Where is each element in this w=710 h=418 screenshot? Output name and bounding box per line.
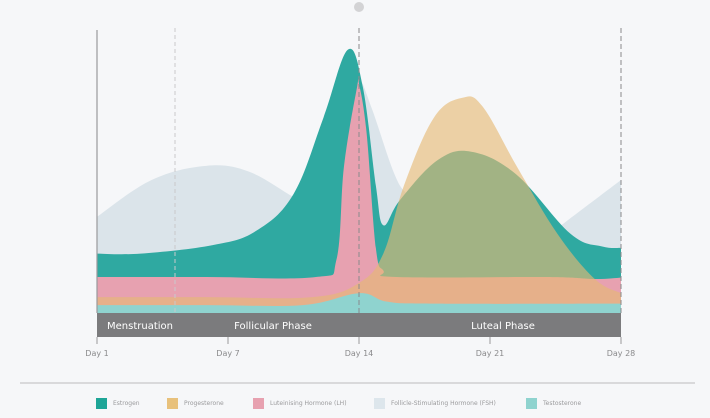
legend-item-testosterone[interactable]: Testosterone	[526, 398, 581, 409]
fsh-swatch	[374, 398, 385, 409]
legend-item-progesterone[interactable]: Progesterone	[167, 398, 224, 409]
x-tick-label: Day 28	[607, 349, 636, 358]
legend-item-lh[interactable]: Luteinising Hormone (LH)	[253, 398, 347, 409]
legend-label: Estrogen	[113, 400, 140, 407]
scrubber-handle[interactable]	[354, 2, 364, 12]
x-tick-label: Day 1	[85, 349, 108, 358]
series-area-progesterone	[97, 96, 621, 313]
phase-label: Menstruation	[107, 321, 173, 332]
phase-label: Follicular Phase	[234, 321, 312, 332]
phase-label: Luteal Phase	[471, 321, 535, 332]
legend: Estrogen Progesterone Luteinising Hormon…	[0, 398, 710, 412]
legend-label: Luteinising Hormone (LH)	[270, 400, 347, 407]
estrogen-swatch	[96, 398, 107, 409]
progesterone-swatch	[167, 398, 178, 409]
legend-item-fsh[interactable]: Follicle-Stimulating Hormone (FSH)	[374, 398, 496, 409]
x-tick-label: Day 7	[216, 349, 239, 358]
legend-label: Testosterone	[543, 400, 582, 407]
x-tick-label: Day 21	[476, 349, 505, 358]
lh-swatch	[253, 398, 264, 409]
legend-label: Progesterone	[184, 400, 224, 407]
testosterone-swatch	[526, 398, 537, 409]
phase-band	[97, 313, 621, 337]
legend-item-estrogen[interactable]: Estrogen	[96, 398, 140, 409]
series-area-luteinising-hormone-lh	[97, 76, 621, 313]
x-tick-label: Day 14	[345, 349, 374, 358]
legend-label: Follicle-Stimulating Hormone (FSH)	[391, 400, 496, 407]
